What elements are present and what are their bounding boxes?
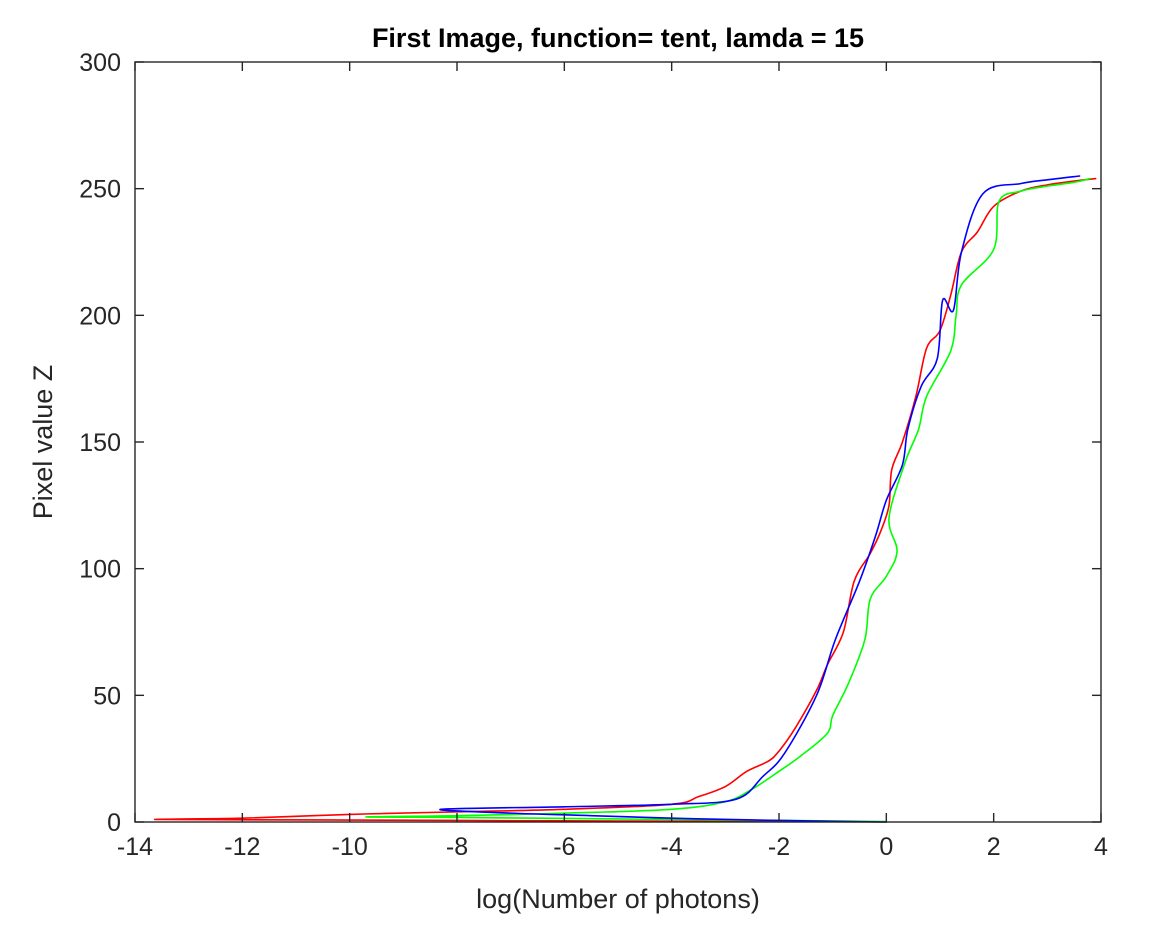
series-layer [153,175,1097,823]
y-tick-label: 0 [107,809,121,837]
x-tick-label: -8 [446,833,468,861]
axes-box [134,61,1102,823]
x-tick-label: 4 [1094,833,1108,861]
y-tick-label: 300 [79,49,121,77]
y-axis-label: Pixel value Z [28,365,58,520]
x-axis-label: log(Number of photons) [476,884,760,914]
x-tick-label: -10 [332,833,368,861]
x-tick-label: -2 [768,833,790,861]
y-tick-label: 100 [79,556,121,584]
series-line-3 [439,175,1081,823]
ticks-layer: -14 -12 -10 -8 -6 -4 -2 0 2 4 0 50 100 150 200 250 300 [79,49,1108,861]
series-line-2 [364,177,1092,823]
x-tick-label: 2 [987,833,1001,861]
y-tick-label: 150 [79,429,121,457]
chart-title: First Image, function= tent, lamda = 15 [372,23,864,53]
x-tick-label: 0 [879,833,893,861]
x-tick-label: -4 [661,833,683,861]
x-tick-label: -6 [553,833,575,861]
y-tick-label: 50 [93,682,121,710]
y-tick-label: 250 [79,176,121,204]
y-tick-label: 200 [79,302,121,330]
x-tick-label: -12 [224,833,260,861]
x-tick-label: -14 [117,833,153,861]
series-line-1 [153,177,1097,823]
